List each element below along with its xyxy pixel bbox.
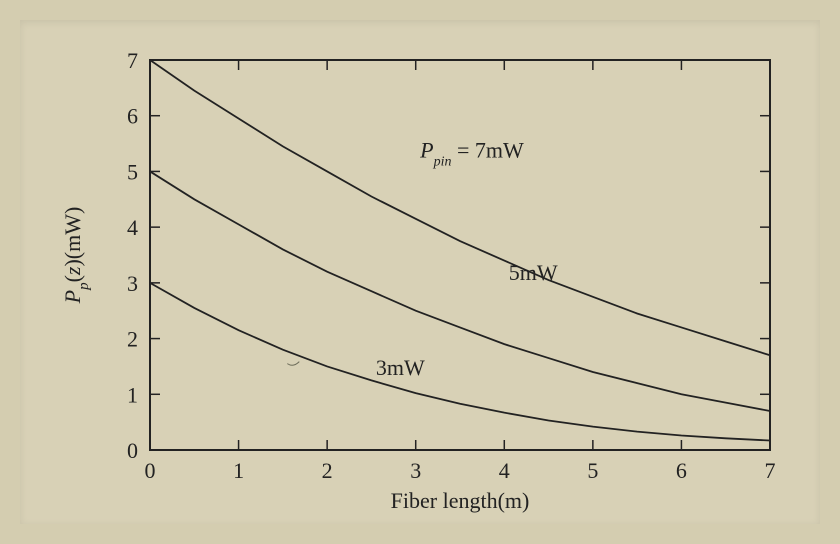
x-tick-label: 3: [410, 458, 421, 483]
plot-frame: [150, 60, 770, 450]
annotation-7mw: Ppin = 7mW: [419, 138, 524, 170]
y-tick-label: 0: [127, 438, 138, 463]
x-axis-label: Fiber length(m): [391, 488, 530, 513]
y-tick-label: 2: [127, 327, 138, 352]
annotation-3mw: 3mW: [376, 355, 425, 380]
pump-power-chart: 0 1 2 3 4 5 6 7 0 1 2 3 4 5 6 7 Fiber length(m) Pp(z)(mW)…: [20, 20, 820, 524]
y-tick-label: 1: [127, 382, 138, 407]
x-tick-label: 1: [233, 458, 244, 483]
curve-5mw: [150, 171, 770, 411]
y-tick-label: 7: [127, 48, 138, 73]
x-tick-label: 0: [145, 458, 156, 483]
y-tick-label: 3: [127, 271, 138, 296]
y-axis-label: Pp(z)(mW): [60, 207, 92, 305]
x-tick-label: 5: [587, 458, 598, 483]
annotation-5mw: 5mW: [509, 260, 558, 285]
y-tick-label: 6: [127, 104, 138, 129]
chart-paper: 0 1 2 3 4 5 6 7 0 1 2 3 4 5 6 7 Fiber length(m) Pp(z)(mW)…: [20, 20, 820, 524]
curve-3mw: [150, 283, 770, 441]
x-tick-label: 7: [765, 458, 776, 483]
x-tick-label: 6: [676, 458, 687, 483]
x-tick-label: 2: [322, 458, 333, 483]
y-tick-label: 4: [127, 215, 138, 240]
scan-artifact-mark: [287, 362, 299, 366]
curve-7mw: [150, 60, 770, 355]
y-tick-label: 5: [127, 159, 138, 184]
x-tick-label: 4: [499, 458, 510, 483]
